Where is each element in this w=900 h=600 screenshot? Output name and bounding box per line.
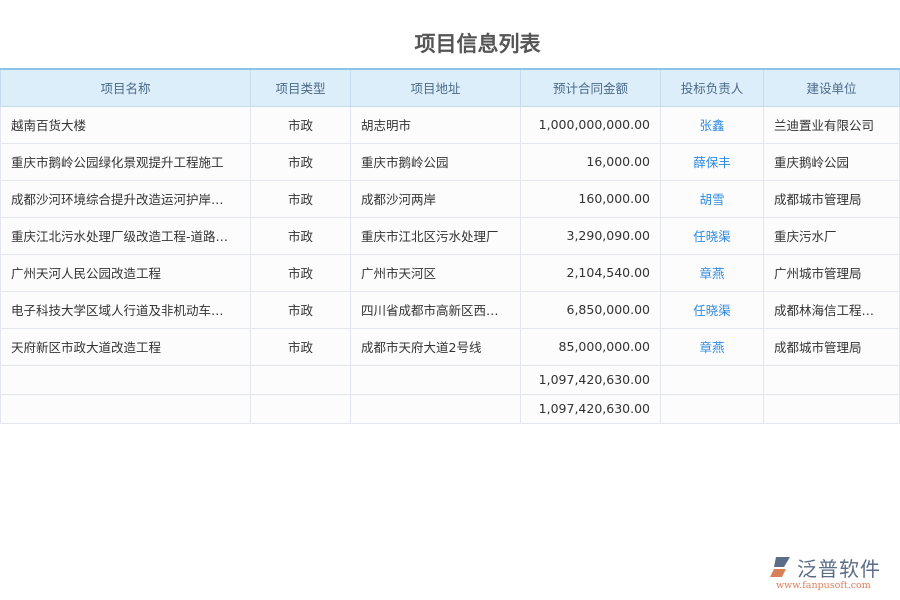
- cell-name: 越南百货大楼: [0, 105, 251, 144]
- table-row[interactable]: 越南百货大楼 市政 胡志明市 1,000,000,000.00 张鑫 兰迪置业有限公司: [0, 105, 900, 144]
- cell-manager-link[interactable]: 章燕: [660, 253, 764, 292]
- table-row[interactable]: 天府新区市政大道改造工程 市政 成都市天府大道2号线 85,000,000.00 章燕成…: [0, 327, 900, 366]
- empty-cell: [350, 364, 521, 395]
- cell-amount: 2,104,540.00: [520, 253, 661, 292]
- cell-address: 重庆市江北区污水处理厂: [350, 216, 521, 255]
- cell-address: 胡志明市: [350, 105, 521, 144]
- cell-address: 四川省成都市高新区西…: [350, 290, 521, 329]
- logo-mark-icon: [770, 557, 790, 577]
- cell-amount: 6,850,000.00: [520, 290, 661, 329]
- table-row[interactable]: 重庆江北污水处理厂级改造工程-道路… 市政 重庆市江北区污水处理厂 3,290,090…: [0, 216, 900, 255]
- empty-cell: [0, 393, 251, 424]
- cell-address: 成都市天府大道2号线: [350, 327, 521, 366]
- summary-row: 1,097,420,630.00: [0, 364, 900, 395]
- cell-type: 市政: [250, 142, 351, 181]
- empty-cell: [0, 364, 251, 395]
- empty-cell: [250, 364, 351, 395]
- cell-builder: 成都城市管理局: [763, 179, 900, 218]
- summary-total: 1,097,420,630.00: [520, 393, 661, 424]
- cell-name: 电子科技大学区域人行道及非机动车…: [0, 290, 251, 329]
- table-row[interactable]: 电子科技大学区域人行道及非机动车… 市政 四川省成都市高新区西… 6,850,000.…: [0, 290, 900, 329]
- cell-name: 成都沙河环境综合提升改造运河护岸…: [0, 179, 251, 218]
- cell-name: 重庆市鹅岭公园绿化景观提升工程施工: [0, 142, 251, 181]
- project-table: 项目名称 项目类型 项目地址 预计合同金额 投标负责人 建设单位 越南百货大楼市…: [0, 68, 900, 424]
- cell-type: 市政: [250, 105, 351, 144]
- empty-cell: [763, 364, 900, 395]
- cell-manager-link[interactable]: 张鑫: [660, 105, 764, 144]
- empty-cell: [660, 393, 764, 424]
- cell-type: 市政: [250, 290, 351, 329]
- cell-address: 成都沙河两岸: [350, 179, 521, 218]
- cell-amount: 16,000.00: [520, 142, 661, 181]
- summary-total: 1,097,420,630.00: [520, 364, 661, 395]
- table-row[interactable]: 成都沙河环境综合提升改造运河护岸… 市政 成都沙河两岸 160,000.00 胡雪 成都城…: [0, 179, 900, 218]
- cell-type: 市政: [250, 216, 351, 255]
- cell-builder: 成都林海信工程…: [763, 290, 900, 329]
- cell-builder: 重庆鹅岭公园: [763, 142, 900, 181]
- cell-name: 天府新区市政大道改造工程: [0, 327, 251, 366]
- summary-row: 1,097,420,630.00: [0, 393, 900, 424]
- cell-amount: 160,000.00: [520, 179, 661, 218]
- page-title: 项目信息列表: [414, 32, 541, 56]
- empty-cell: [250, 393, 351, 424]
- cell-manager-link[interactable]: 任晓渠: [660, 216, 764, 255]
- col-header-amount[interactable]: 预计合同金额: [520, 68, 661, 107]
- table-row[interactable]: 广州天河人民公园改造工程 市政 广州市天河区 2,104,540.00 章燕 广州城市管理…: [0, 253, 900, 292]
- cell-amount: 85,000,000.00: [520, 327, 661, 366]
- cell-manager-link[interactable]: 胡雪: [660, 179, 764, 218]
- col-header-builder[interactable]: 建设单位: [763, 68, 900, 107]
- cell-name: 重庆江北污水处理厂级改造工程-道路…: [0, 216, 251, 255]
- col-header-type[interactable]: 项目类型: [250, 68, 351, 107]
- cell-builder: 广州城市管理局: [763, 253, 900, 292]
- col-header-name[interactable]: 项目名称: [0, 68, 251, 107]
- cell-manager-link[interactable]: 任晓渠: [660, 290, 764, 329]
- empty-cell: [660, 364, 764, 395]
- cell-builder: 重庆污水厂: [763, 216, 900, 255]
- cell-address: 广州市天河区: [350, 253, 521, 292]
- empty-cell: [350, 393, 521, 424]
- empty-cell: [763, 393, 900, 424]
- fanpu-logo: 泛普软件 www.fanpusoft.com: [770, 553, 895, 595]
- cell-type: 市政: [250, 253, 351, 292]
- cell-builder: 成都城市管理局: [763, 327, 900, 366]
- logo-url: www.fanpusoft.com: [776, 580, 871, 591]
- logo-name: 泛普软件: [797, 557, 881, 581]
- col-header-manager[interactable]: 投标负责人: [660, 68, 764, 107]
- cell-name: 广州天河人民公园改造工程: [0, 253, 251, 292]
- table-header: 项目名称 项目类型 项目地址 预计合同金额 投标负责人 建设单位: [0, 68, 900, 107]
- cell-address: 重庆市鹅岭公园: [350, 142, 521, 181]
- cell-type: 市政: [250, 179, 351, 218]
- table-row[interactable]: 重庆市鹅岭公园绿化景观提升工程施工 市政 重庆市鹅岭公园 16,000.00 薛保丰 重庆…: [0, 142, 900, 181]
- cell-manager-link[interactable]: 薛保丰: [660, 142, 764, 181]
- cell-manager-link[interactable]: 章燕: [660, 327, 764, 366]
- cell-builder: 兰迪置业有限公司: [763, 105, 900, 144]
- cell-amount: 1,000,000,000.00: [520, 105, 661, 144]
- cell-amount: 3,290,090.00: [520, 216, 661, 255]
- col-header-address[interactable]: 项目地址: [350, 68, 521, 107]
- cell-type: 市政: [250, 327, 351, 366]
